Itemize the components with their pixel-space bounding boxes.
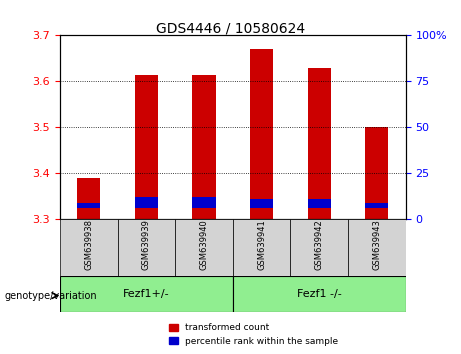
FancyBboxPatch shape [233, 219, 290, 276]
Text: Fezf1 -/-: Fezf1 -/- [297, 289, 342, 299]
Bar [365, 203, 388, 208]
FancyBboxPatch shape [233, 276, 406, 312]
Bar [308, 68, 331, 219]
Bar [365, 127, 388, 219]
Bar [135, 198, 158, 208]
Text: Fezf1+/-: Fezf1+/- [123, 289, 170, 299]
Text: GSM639942: GSM639942 [315, 219, 324, 270]
FancyBboxPatch shape [348, 219, 406, 276]
Text: GDS4446 / 10580624: GDS4446 / 10580624 [156, 21, 305, 35]
Text: GSM639939: GSM639939 [142, 219, 151, 270]
FancyBboxPatch shape [290, 219, 348, 276]
Bar [193, 74, 216, 219]
Legend: transformed count, percentile rank within the sample: transformed count, percentile rank withi… [165, 320, 342, 349]
Bar [250, 199, 273, 208]
Bar [77, 203, 100, 208]
Text: GSM639943: GSM639943 [372, 219, 381, 270]
FancyBboxPatch shape [60, 219, 118, 276]
FancyBboxPatch shape [118, 219, 175, 276]
Bar [308, 199, 331, 208]
FancyBboxPatch shape [60, 276, 233, 312]
Bar [250, 49, 273, 219]
Text: genotype/variation: genotype/variation [5, 291, 97, 301]
Bar [135, 74, 158, 219]
Text: GSM639941: GSM639941 [257, 219, 266, 270]
Bar [193, 198, 216, 208]
FancyBboxPatch shape [175, 219, 233, 276]
Text: GSM639940: GSM639940 [200, 219, 208, 270]
Bar [77, 178, 100, 219]
Text: GSM639938: GSM639938 [84, 219, 93, 270]
